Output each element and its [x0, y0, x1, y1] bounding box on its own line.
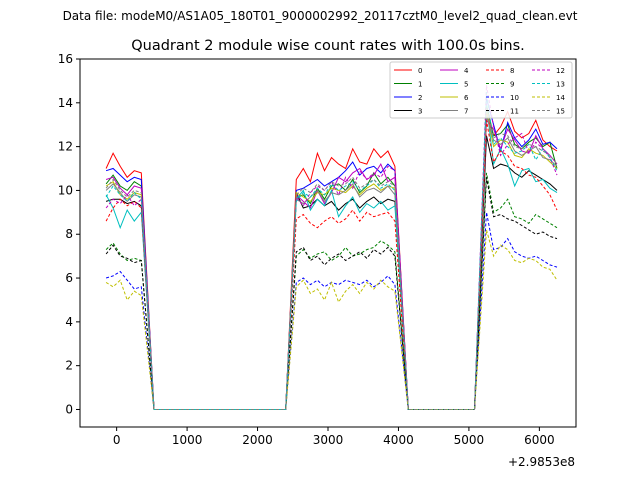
x-tick-label-6000: 6000	[524, 433, 555, 447]
legend-label-2: 2	[418, 94, 422, 102]
legend-label-5: 5	[464, 81, 468, 89]
legend-label-10: 10	[510, 94, 519, 102]
legend-label-9: 9	[510, 81, 514, 89]
plot-area	[80, 59, 576, 427]
chart-title: Quadrant 2 module wise count rates with …	[131, 38, 525, 54]
legend-label-0: 0	[418, 67, 422, 75]
legend-box	[389, 61, 573, 119]
x-tick-label-4000: 4000	[383, 433, 414, 447]
legend-label-7: 7	[464, 108, 468, 116]
legend-label-4: 4	[464, 67, 469, 75]
y-tick-label-10: 10	[58, 183, 73, 197]
y-tick-label-12: 12	[58, 140, 73, 154]
y-tick-label-14: 14	[58, 96, 73, 110]
y-tick-label-4: 4	[65, 315, 73, 329]
series-line-15	[105, 107, 558, 410]
legend-label-3: 3	[418, 108, 422, 116]
y-tick-label-2: 2	[65, 359, 73, 373]
legend-label-15: 15	[556, 108, 565, 116]
legend-label-1: 1	[418, 81, 422, 89]
legend-label-12: 12	[556, 67, 565, 75]
x-tick-label-1000: 1000	[172, 433, 203, 447]
x-tick-label-0: 0	[113, 433, 121, 447]
legend-label-6: 6	[464, 94, 469, 102]
y-tick-label-6: 6	[65, 271, 73, 285]
series-line-14	[105, 229, 558, 410]
legend-label-14: 14	[556, 94, 565, 102]
y-tick-label-0: 0	[65, 402, 73, 416]
series-layer	[105, 85, 558, 410]
suptitle: Data file: modeM0/AS1A05_180T01_90000029…	[63, 9, 578, 23]
legend-label-13: 13	[556, 81, 565, 89]
x-tick-label-5000: 5000	[454, 433, 485, 447]
x-tick-label-3000: 3000	[313, 433, 344, 447]
y-tick-label-8: 8	[65, 227, 73, 241]
x-offset-label: +2.9853e8	[508, 455, 575, 469]
y-tick-label-16: 16	[58, 52, 73, 66]
plot-background	[80, 59, 576, 427]
legend-label-11: 11	[510, 108, 519, 116]
legend-label-8: 8	[510, 67, 514, 75]
x-tick-label-2000: 2000	[242, 433, 273, 447]
